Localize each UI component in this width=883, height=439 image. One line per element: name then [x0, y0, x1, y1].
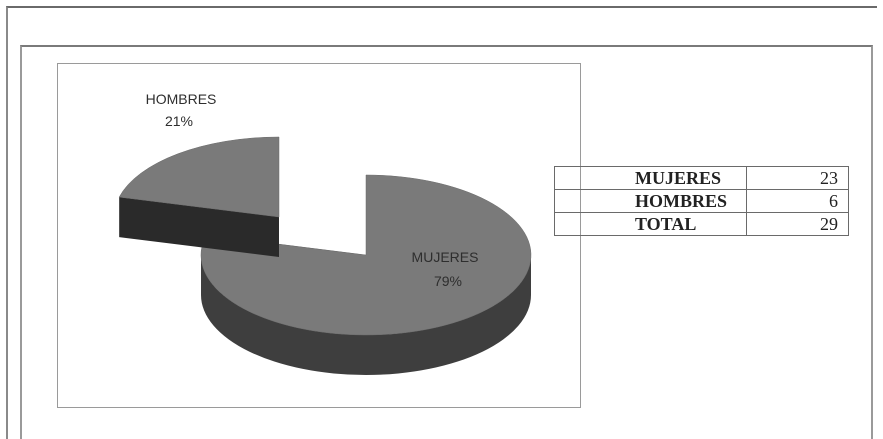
pie-slice-wall-mujeres: [201, 255, 531, 375]
table-label-cell: MUJERES: [554, 166, 747, 190]
table-value-cell: 29: [746, 212, 849, 236]
table-label-cell: TOTAL: [554, 212, 747, 236]
pie-label-hombres-percent: 21%: [165, 113, 193, 129]
pie-label-mujeres: MUJERES: [412, 249, 479, 265]
table-row: MUJERES 23: [554, 166, 849, 190]
pie-chart-area: HOMBRES 21% MUJERES 79%: [57, 63, 581, 408]
outer-frame: [6, 6, 877, 439]
data-table: MUJERES 23 HOMBRES 6 TOTAL 29: [554, 166, 849, 236]
inner-frame: [20, 45, 873, 439]
table-row: HOMBRES 6: [554, 189, 849, 213]
pie-label-hombres: HOMBRES: [146, 91, 217, 107]
pie-label-mujeres-percent: 79%: [434, 273, 462, 289]
table-label-cell: HOMBRES: [554, 189, 747, 213]
table-row: TOTAL 29: [554, 212, 849, 236]
pie-chart: HOMBRES 21% MUJERES 79%: [118, 91, 532, 375]
pie-slice-hombres: [118, 136, 280, 218]
table-value-cell: 6: [746, 189, 849, 213]
pie-slice-mujeres: [200, 174, 532, 336]
table-value-cell: 23: [746, 166, 849, 190]
